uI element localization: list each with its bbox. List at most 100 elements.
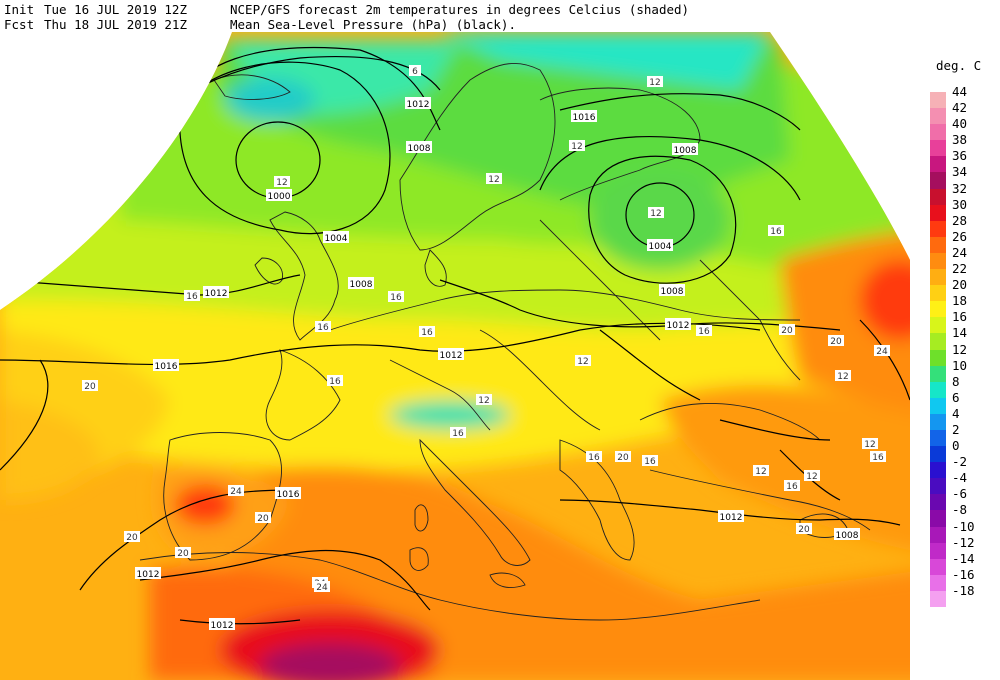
svg-text:12: 12	[478, 396, 489, 406]
isobar-label: 1012	[209, 618, 235, 631]
temperature-label: 20	[779, 324, 795, 336]
isobar-label: 1012	[438, 348, 464, 361]
temperature-label: 12	[476, 394, 492, 406]
isobar-label: 1008	[672, 143, 698, 156]
legend-swatch	[930, 333, 946, 350]
svg-text:24: 24	[316, 583, 328, 593]
fcst-label: Fcst	[4, 17, 35, 32]
legend-swatch	[930, 494, 946, 511]
legend-swatch	[930, 172, 946, 189]
svg-text:24: 24	[876, 347, 888, 357]
legend-swatch	[930, 269, 946, 286]
legend-label: -16	[952, 566, 975, 582]
legend-swatch	[930, 236, 946, 253]
temperature-label: 16	[784, 480, 800, 492]
svg-text:1012: 1012	[407, 100, 430, 110]
svg-text:1004: 1004	[649, 242, 672, 252]
svg-text:20: 20	[257, 514, 269, 524]
legend-label: -2	[952, 454, 968, 470]
temperature-labels: 6 12 12 16 16 20 16 16 16 12 12 16 16 20…	[82, 65, 890, 593]
isobar-label: 1008	[406, 141, 432, 154]
temperature-label: 16	[768, 225, 784, 237]
svg-text:12: 12	[577, 357, 588, 367]
legend-swatch	[930, 429, 946, 447]
legend-label: -8	[952, 502, 968, 518]
legend-swatch	[930, 365, 946, 382]
svg-text:20: 20	[830, 337, 842, 347]
legend-label: -4	[952, 470, 968, 486]
temperature-label: 16	[184, 290, 200, 302]
temperature-label: 12	[647, 76, 663, 88]
isobar-label: 1008	[348, 277, 374, 290]
legend-label: 20	[952, 277, 968, 293]
svg-text:1016: 1016	[155, 362, 178, 372]
legend-label: 24	[952, 244, 968, 260]
svg-text:12: 12	[755, 467, 766, 477]
svg-text:1016: 1016	[277, 490, 300, 500]
temperature-label: 16	[450, 427, 466, 439]
svg-text:1012: 1012	[440, 351, 463, 361]
temperature-label: 16	[642, 455, 658, 467]
legend-label: 34	[952, 164, 968, 180]
svg-text:1012: 1012	[137, 570, 160, 580]
svg-text:12: 12	[571, 142, 582, 152]
legend-label: -18	[952, 582, 975, 598]
legend-label: 0	[952, 438, 960, 454]
svg-text:16: 16	[390, 293, 402, 303]
svg-text:16: 16	[770, 227, 782, 237]
legend-swatch	[930, 510, 946, 527]
fcst-time: Thu 18 JUL 2019 21Z	[44, 17, 187, 32]
legend-label: -10	[952, 518, 975, 534]
svg-text:20: 20	[84, 382, 96, 392]
legend-label: 36	[952, 148, 968, 164]
legend-swatch	[930, 204, 946, 221]
svg-text:12: 12	[649, 78, 660, 88]
isobars	[0, 47, 910, 625]
isobar-label: 1004	[323, 231, 349, 244]
legend-swatch	[930, 397, 946, 414]
temperature-label: 24	[228, 485, 244, 497]
isobar-label: 1016	[275, 487, 301, 500]
legend-swatch	[930, 590, 946, 607]
svg-text:6: 6	[412, 67, 418, 77]
temperature-label: 16	[315, 321, 331, 333]
legend-swatch	[930, 252, 946, 270]
legend-label: 6	[952, 389, 960, 405]
svg-text:16: 16	[588, 453, 600, 463]
svg-text:16: 16	[186, 292, 198, 302]
svg-text:16: 16	[452, 429, 464, 439]
temperature-label: 24	[314, 581, 330, 593]
svg-text:12: 12	[488, 175, 499, 185]
legend-label: 26	[952, 228, 968, 244]
svg-text:1016: 1016	[573, 113, 596, 123]
temperature-label: 12	[753, 465, 769, 477]
svg-text:12: 12	[806, 472, 817, 482]
legend-swatch	[930, 526, 946, 543]
temperature-label: 16	[870, 451, 886, 463]
temperature-label: 12	[486, 173, 502, 185]
temperature-label: 16	[419, 326, 435, 338]
map-title: NCEP/GFS forecast 2m temperatures in deg…	[230, 2, 690, 17]
temperature-label: 16	[696, 325, 712, 337]
temperature-label: 20	[255, 512, 271, 524]
init-time: Tue 16 JUL 2019 12Z	[44, 2, 187, 17]
svg-text:16: 16	[698, 327, 710, 337]
svg-text:24: 24	[230, 487, 242, 497]
map-subtitle: Mean Sea-Level Pressure (hPa) (black).	[230, 17, 516, 32]
legend-swatch	[930, 574, 946, 591]
legend-swatch	[930, 462, 946, 479]
svg-text:16: 16	[421, 328, 433, 338]
legend-label: 22	[952, 261, 968, 277]
temperature-label: 20	[828, 335, 844, 347]
isobar-label: 1012	[718, 510, 744, 523]
legend-label: -12	[952, 534, 975, 550]
legend-swatch	[930, 156, 946, 173]
temperature-label: 20	[82, 380, 98, 392]
svg-text:20: 20	[798, 525, 810, 535]
legend-swatch	[930, 349, 946, 366]
legend-swatch	[930, 381, 946, 398]
svg-text:1012: 1012	[720, 513, 743, 523]
isobar-label: 1008	[659, 284, 685, 297]
legend-label: 2	[952, 421, 960, 437]
